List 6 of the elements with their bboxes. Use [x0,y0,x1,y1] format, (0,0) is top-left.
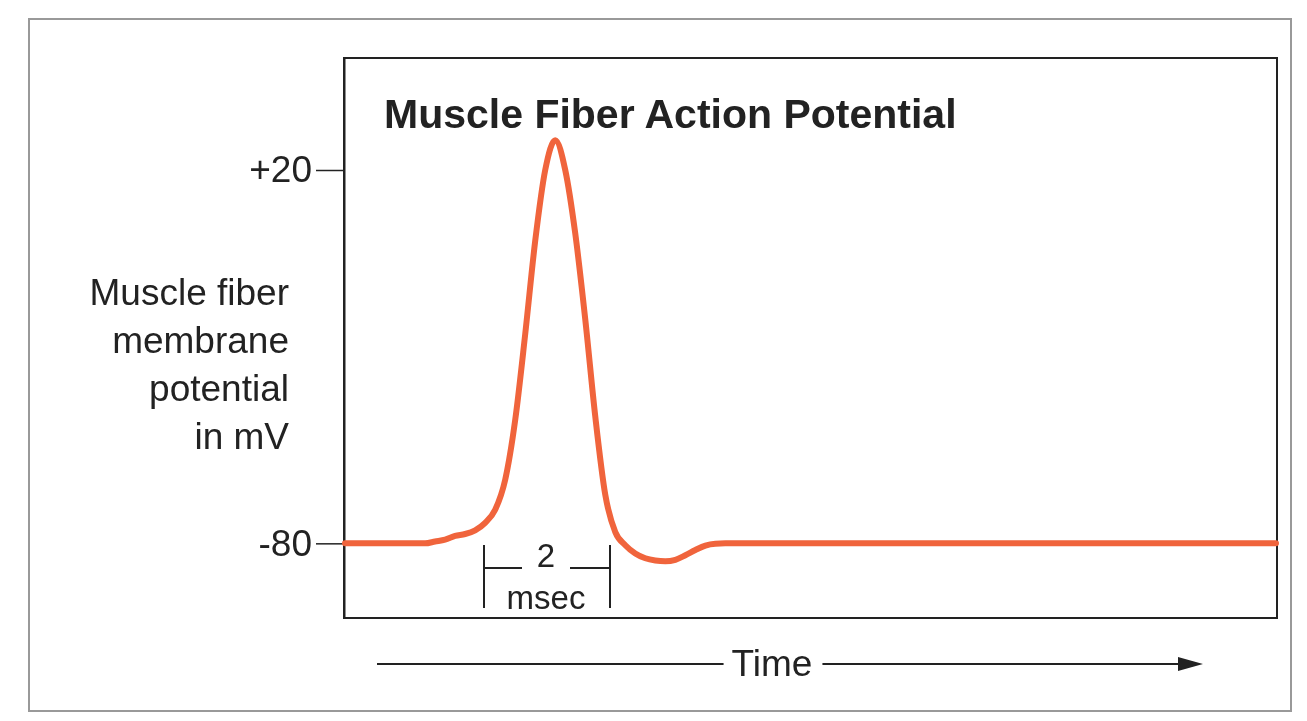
annotation: 2 msec [506,537,586,616]
text: Muscle Fiber Action Potential [384,91,957,137]
x-axis-title: Time [731,643,813,684]
y-tick-label: -80 [258,522,312,564]
y-tick-label: +20 [249,149,312,191]
y-axis-title: Muscle fiber membrane potential in mV [89,272,290,457]
